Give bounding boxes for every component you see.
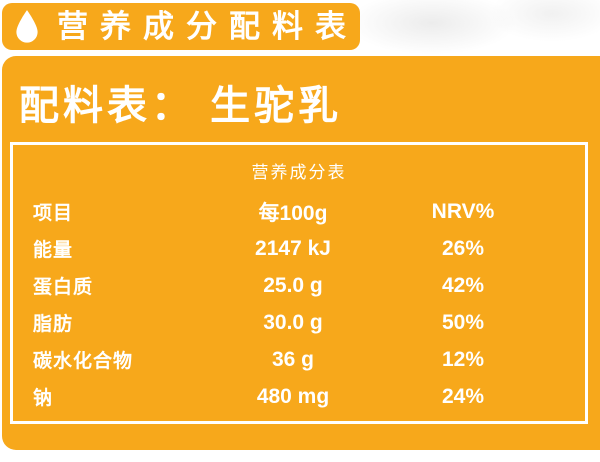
table-row: 钠 480 mg 24% (13, 378, 585, 415)
table-row: 脂肪 30.0 g 50% (13, 304, 585, 341)
nutrition-banner: 营养成分配料表 (2, 3, 360, 50)
row-item-label: 碳水化合物 (33, 351, 134, 372)
ingredients-line: 配料表： 生驼乳 (19, 84, 343, 128)
row-nrv: 42% (441, 273, 485, 297)
row-item-label: 脂肪 (33, 314, 74, 335)
row-item-label: 蛋白质 (33, 277, 94, 298)
header-item: 项目 (33, 203, 74, 224)
header-nrv: NRV% (431, 199, 495, 223)
row-nrv: 50% (441, 310, 485, 334)
row-value: 36 g (271, 347, 315, 371)
header-per-100g: 每100g (258, 201, 328, 225)
row-nrv: 12% (441, 347, 485, 371)
row-nrv: 24% (441, 384, 485, 408)
water-drop-icon (16, 9, 38, 43)
table-row: 蛋白质 25.0 g 42% (13, 267, 585, 304)
label-panel: 配料表： 生驼乳 营养成分表 项目 每100g NRV% 能量 2147 kJ … (2, 56, 600, 450)
table-row: 能量 2147 kJ 26% (13, 230, 585, 267)
row-nrv: 26% (441, 236, 485, 260)
row-item-label: 能量 (33, 240, 74, 261)
banner-title: 营养成分配料表 (57, 8, 358, 44)
row-item-label: 钠 (33, 388, 54, 409)
row-value: 25.0 g (263, 273, 323, 297)
row-value: 480 mg (256, 384, 330, 408)
row-value: 30.0 g (263, 310, 323, 334)
table-header-row: 项目 每100g NRV% (13, 193, 585, 230)
row-value: 2147 kJ (255, 236, 331, 260)
table-row: 碳水化合物 36 g 12% (13, 341, 585, 378)
nutrition-table-title: 营养成分表 (251, 163, 347, 182)
nutrition-table: 营养成分表 项目 每100g NRV% 能量 2147 kJ 26% 蛋白质 2… (10, 142, 588, 424)
